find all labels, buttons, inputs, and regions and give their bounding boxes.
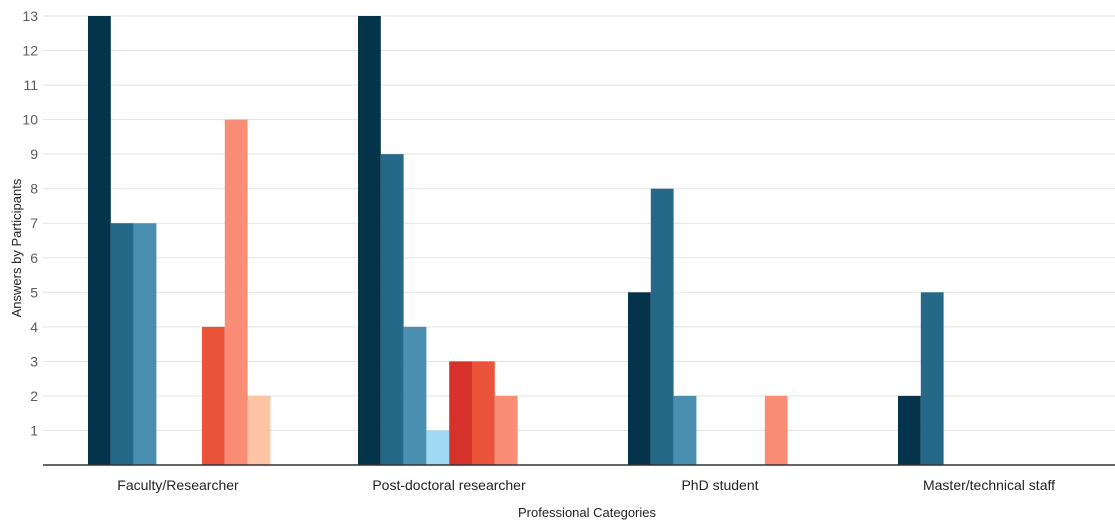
y-tick-label: 11 bbox=[23, 77, 38, 93]
y-tick-label: 2 bbox=[30, 388, 38, 404]
bar bbox=[202, 326, 225, 465]
bar bbox=[110, 223, 134, 465]
y-tick-label: 13 bbox=[22, 8, 38, 24]
bar bbox=[673, 395, 697, 465]
x-category-label: PhD student bbox=[681, 477, 758, 493]
x-axis-categories: Faculty/Researcher Post-doctoral research… bbox=[117, 477, 1055, 493]
bar bbox=[472, 361, 495, 465]
y-tick-label: 1 bbox=[30, 422, 38, 438]
y-tick-label: 4 bbox=[30, 319, 38, 335]
y-axis-title: Answers by Participants bbox=[9, 178, 24, 317]
y-tick-label: 8 bbox=[30, 181, 38, 197]
y-tick-label: 9 bbox=[30, 146, 38, 162]
y-tick-label: 12 bbox=[22, 43, 38, 59]
bar bbox=[133, 223, 157, 465]
y-tick-label: 7 bbox=[30, 215, 38, 231]
bar bbox=[247, 395, 271, 465]
bar bbox=[494, 395, 518, 465]
x-axis-title: Professional Categories bbox=[518, 505, 657, 520]
bar bbox=[358, 16, 381, 465]
y-tick-label: 6 bbox=[30, 250, 38, 266]
x-category-label: Post-doctoral researcher bbox=[372, 477, 526, 493]
bar bbox=[88, 16, 111, 465]
bar bbox=[764, 395, 788, 465]
bar bbox=[898, 395, 921, 465]
y-tick-label: 10 bbox=[22, 112, 38, 128]
bar bbox=[403, 326, 427, 465]
y-tick-label: 3 bbox=[30, 353, 38, 369]
bar bbox=[224, 119, 248, 466]
bar bbox=[920, 292, 944, 465]
y-tick-label: 5 bbox=[30, 284, 38, 300]
bar bbox=[380, 154, 404, 465]
bar bbox=[628, 292, 651, 465]
bar bbox=[426, 430, 450, 465]
bar bbox=[449, 361, 472, 465]
x-category-label: Faculty/Researcher bbox=[117, 477, 239, 493]
x-category-label: Master/technical staff bbox=[923, 477, 1055, 493]
bar bbox=[650, 188, 674, 465]
bars bbox=[88, 16, 944, 466]
